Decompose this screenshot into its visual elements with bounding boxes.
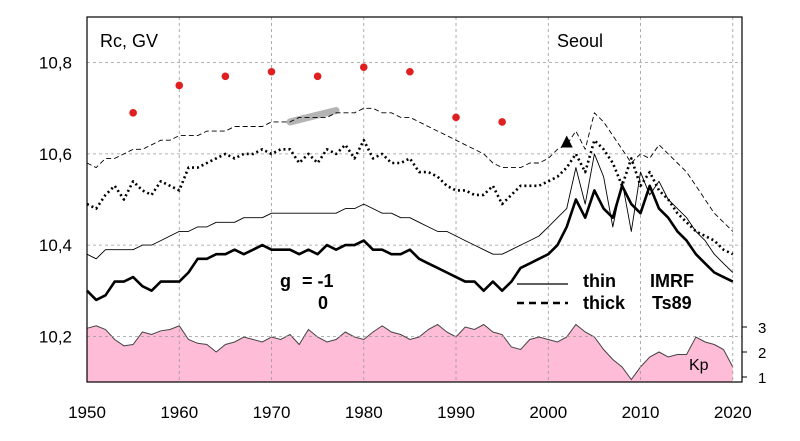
- series-layer: [86, 107, 734, 302]
- observed-point: [221, 72, 230, 81]
- x-tick-label: 1980: [345, 403, 383, 422]
- kp-line: [86, 323, 734, 381]
- x-tick-label: 2020: [714, 403, 752, 422]
- station-label: Seoul: [557, 31, 603, 51]
- legend-thick-label: thick: [583, 293, 626, 313]
- kp-area: [87, 324, 733, 382]
- kp-area-layer: [86, 323, 734, 382]
- observed-point: [267, 67, 276, 76]
- x-tick-label: 2010: [622, 403, 660, 422]
- x-tick-labels: 1950 1960 1970 1980 1990 2000 2010 2020: [68, 403, 752, 422]
- legend-g-minus1: = -1: [302, 271, 334, 291]
- y-axis-label: Rc, GV: [100, 31, 158, 51]
- x-tick-label: 1970: [253, 403, 291, 422]
- x-tick-label: 1960: [160, 403, 198, 422]
- x-tick-label: 2000: [529, 403, 567, 422]
- legend-g-label: g: [280, 271, 291, 291]
- series-ts89_g_0: [86, 184, 734, 302]
- observed-point: [129, 109, 137, 117]
- x-tick-label: 1990: [437, 403, 475, 422]
- legend-ts89-label: Ts89: [652, 293, 692, 313]
- y-tick-label: 10,8: [39, 54, 72, 73]
- kp-tick-label: 2: [758, 345, 766, 362]
- legend-imrf-label: IMRF: [650, 271, 694, 291]
- kp-label: Kp: [689, 357, 709, 374]
- observed-points-layer: [129, 63, 573, 148]
- triangle-marker: [560, 135, 573, 148]
- y-tick-label: 10,6: [39, 145, 72, 164]
- legend-thin-label: thin: [583, 271, 616, 291]
- grid-layer: [87, 17, 742, 382]
- observed-point: [359, 63, 368, 71]
- kp-tick-label: 3: [758, 320, 766, 337]
- observed-point: [452, 113, 460, 122]
- series-imrf_g_minus1: [86, 107, 734, 232]
- plot-frame: [86, 16, 743, 383]
- observed-point: [313, 72, 322, 81]
- highlight-segment: [286, 107, 340, 126]
- legend: g = -1 0 thin thick IMRF Ts89: [280, 271, 694, 313]
- kp-tick-label: 1: [758, 370, 766, 387]
- kp-tick-labels: 1 2 3: [742, 320, 766, 387]
- observed-point: [175, 81, 184, 90]
- observed-point: [406, 67, 414, 76]
- observed-point: [498, 118, 506, 126]
- y-tick-labels: 10,2 10,4 10,6 10,8: [39, 54, 72, 347]
- series-imrf_g_0: [86, 153, 734, 273]
- y-tick-label: 10,2: [39, 327, 72, 346]
- legend-g-0: 0: [318, 293, 328, 313]
- y-tick-label: 10,4: [39, 236, 72, 255]
- x-tick-label: 1950: [68, 403, 106, 422]
